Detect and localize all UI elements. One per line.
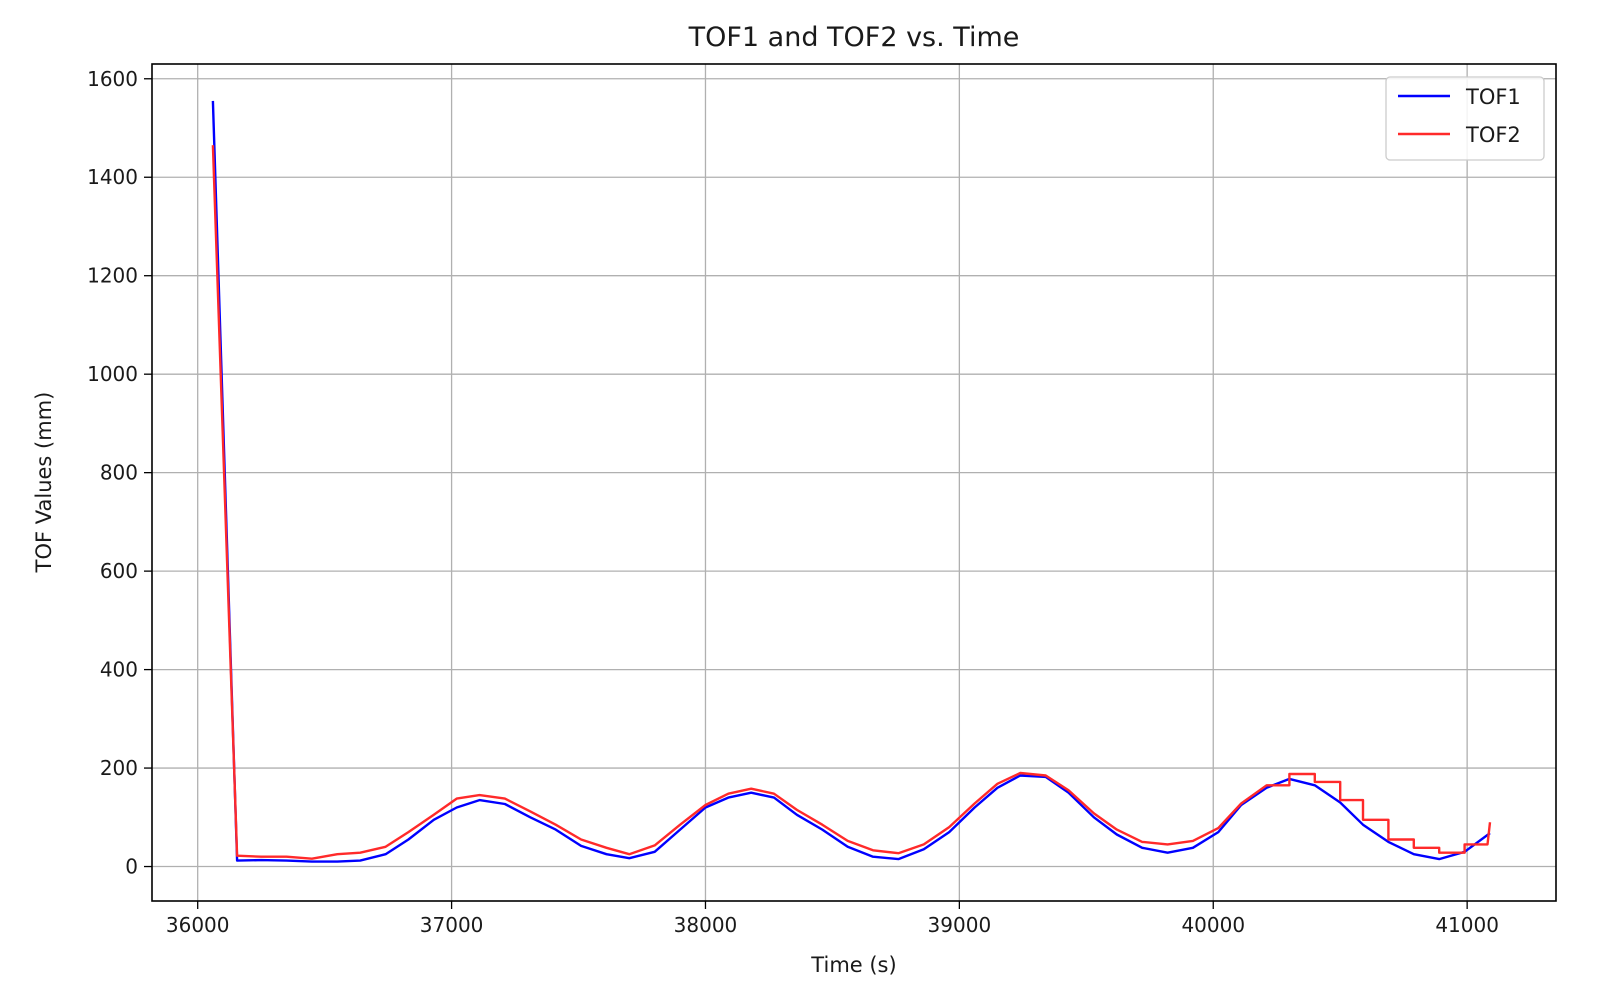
x-tick-label: 40000 bbox=[1181, 913, 1245, 937]
chart-title: TOF1 and TOF2 vs. Time bbox=[688, 22, 1020, 53]
x-tick-label: 37000 bbox=[420, 913, 484, 937]
y-tick-label: 1000 bbox=[87, 362, 138, 386]
grid bbox=[152, 64, 1556, 901]
x-tick-label: 38000 bbox=[674, 913, 738, 937]
y-tick-label: 1200 bbox=[87, 264, 138, 288]
ticks: 36000 37000 38000 39000 40000 41000 0 200 400 600… bbox=[87, 67, 1499, 937]
legend-label-tof1: TOF1 bbox=[1465, 85, 1521, 109]
y-axis-label: TOF Values (mm) bbox=[32, 392, 56, 574]
legend: TOF1 TOF2 bbox=[1385, 76, 1545, 161]
y-tick-label: 1600 bbox=[87, 67, 138, 91]
legend-label-tof2: TOF2 bbox=[1465, 123, 1521, 147]
y-tick-label: 800 bbox=[100, 461, 138, 485]
plot-frame bbox=[151, 63, 1557, 902]
x-tick-label: 39000 bbox=[928, 913, 992, 937]
series-line-tof1 bbox=[211, 100, 1491, 863]
y-tick-label: 0 bbox=[125, 855, 138, 879]
x-tick-label: 36000 bbox=[166, 913, 230, 937]
y-tick-label: 600 bbox=[100, 559, 138, 583]
series-line-tof2 bbox=[211, 145, 1492, 860]
y-tick-label: 1400 bbox=[87, 165, 138, 189]
x-axis-label: Time (s) bbox=[810, 953, 896, 977]
y-tick-label: 400 bbox=[100, 658, 138, 682]
y-tick-label: 200 bbox=[100, 756, 138, 780]
x-tick-label: 41000 bbox=[1435, 913, 1499, 937]
legend-box bbox=[1385, 76, 1545, 161]
series-layer bbox=[211, 100, 1492, 863]
